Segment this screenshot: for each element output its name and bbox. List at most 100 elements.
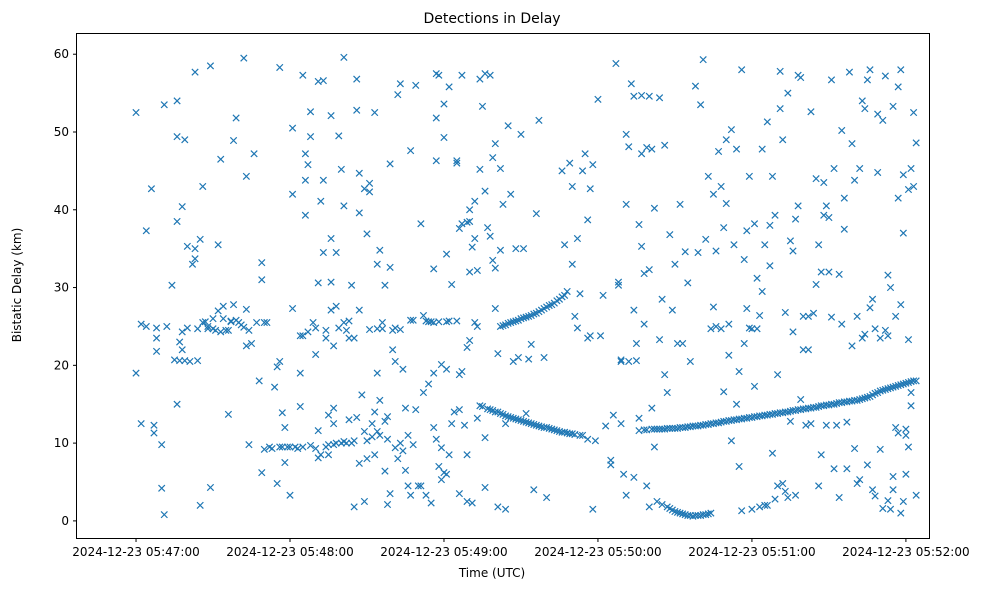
data-point [383,413,392,421]
data-point [489,256,497,264]
data-point [673,508,682,516]
data-point [458,220,466,228]
data-point [789,328,797,336]
data-point [355,209,363,217]
data-point [761,241,769,249]
data-point [406,316,415,324]
data-point [494,503,502,511]
data-point [229,136,238,145]
data-point [714,147,723,156]
data-point [894,194,902,202]
data-point [486,406,494,414]
data-point [304,161,312,169]
data-point [589,161,597,169]
data-point [874,168,882,177]
data-point [186,357,194,366]
data-point [863,393,872,401]
data-point [445,451,453,459]
data-point [730,241,738,249]
data-point [904,378,913,387]
data-point [722,136,730,144]
data-point [412,406,420,414]
data-point [489,154,497,162]
data-point [781,487,789,495]
data-point [296,402,304,411]
x-tick-label: 2024-12-23 05:47:00 [72,545,199,559]
data-point [637,91,646,100]
data-point [827,313,836,321]
data-point [617,420,625,428]
data-point [738,507,746,515]
data-point [306,441,315,450]
data-point [548,425,556,433]
data-point [312,324,320,332]
data-point [525,312,533,320]
data-point [902,379,910,387]
data-point [892,312,900,320]
data-point [899,380,907,388]
data-point [427,318,435,326]
data-point [681,248,689,256]
data-point [137,320,145,328]
data-point [560,241,569,249]
data-point [725,351,733,359]
data-point [430,265,438,273]
data-point [278,409,286,417]
data-point [840,194,848,202]
data-point [740,255,748,264]
data-point [807,420,815,428]
data-point [496,322,505,331]
data-point [820,178,828,187]
data-point [476,165,484,173]
data-point [242,172,250,180]
data-point [861,394,869,402]
data-point [260,318,268,327]
data-point [314,279,322,287]
data-point [686,511,694,520]
data-point [296,332,304,340]
data-point [455,490,463,498]
data-point [535,116,543,124]
data-point [894,83,902,91]
data-point [640,269,648,278]
data-point [658,295,666,303]
data-point [822,202,830,210]
data-point [779,136,787,144]
data-point [473,414,481,422]
data-point [217,328,225,336]
data-point [907,164,915,173]
data-point [432,435,440,443]
data-point [876,334,884,342]
data-point [466,206,474,214]
data-point [435,462,443,471]
data-point [406,147,415,155]
data-point [191,68,199,76]
data-point [312,444,320,453]
data-point [868,295,877,303]
data-point [463,218,471,226]
data-point [912,491,920,499]
data-point [132,369,140,377]
data-point [725,320,733,328]
data-point [902,425,910,433]
data-point [222,326,230,334]
data-point [373,427,381,436]
data-point [804,312,813,320]
data-point [132,108,140,117]
data-point [504,413,512,421]
data-point [727,437,736,445]
data-point [442,318,451,326]
data-point [147,185,156,193]
data-point [622,130,630,138]
data-point [784,493,792,502]
data-point [563,287,571,296]
data-point [376,396,384,404]
data-point [527,340,535,348]
data-point [689,422,697,430]
data-point [258,276,266,284]
data-point [658,500,666,509]
data-point [432,114,440,122]
data-point [330,404,338,412]
data-point [668,306,676,314]
